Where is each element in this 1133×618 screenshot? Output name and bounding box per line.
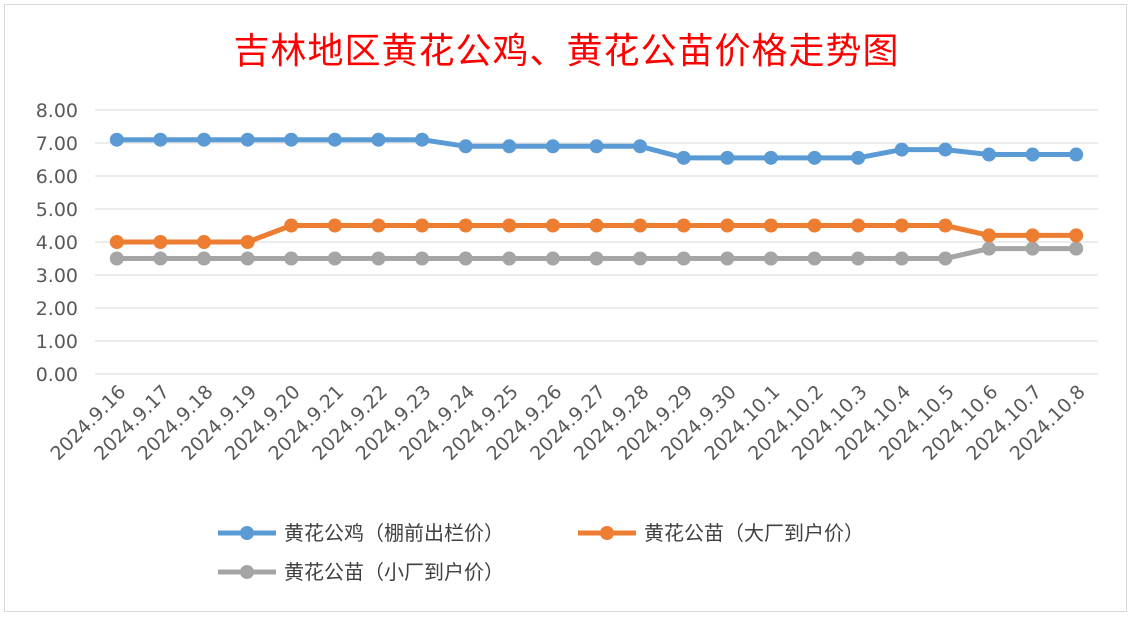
data-point — [153, 235, 168, 249]
data-point — [109, 132, 124, 147]
data-point — [633, 139, 648, 154]
y-tick-label: 1.00 — [36, 331, 78, 353]
legend-label: 黄花公鸡（棚前出栏价） — [284, 521, 504, 545]
data-point — [545, 218, 560, 233]
data-point — [545, 139, 560, 154]
data-point — [1069, 241, 1084, 256]
data-point — [981, 241, 996, 256]
data-point — [1025, 241, 1040, 256]
data-point — [371, 251, 386, 266]
data-point — [633, 251, 648, 266]
series — [109, 241, 1084, 266]
data-point — [415, 251, 430, 266]
data-point — [327, 218, 342, 233]
y-tick-label: 0.00 — [36, 364, 78, 386]
y-tick-label: 3.00 — [36, 265, 78, 287]
data-point — [720, 150, 735, 165]
data-point — [502, 251, 517, 266]
data-point — [589, 218, 604, 233]
x-axis-ticks: 2024.9.162024.9.172024.9.182024.9.192024… — [46, 381, 1089, 465]
data-point — [1069, 228, 1084, 243]
data-point — [676, 150, 691, 165]
data-point — [371, 218, 386, 233]
data-point — [589, 251, 604, 266]
y-tick-label: 7.00 — [36, 133, 78, 155]
data-point — [197, 251, 212, 266]
data-point — [240, 251, 255, 266]
legend-label: 黄花公苗（小厂到户价） — [284, 560, 504, 584]
data-point — [763, 218, 778, 233]
legend-marker — [240, 565, 254, 579]
data-point — [153, 251, 168, 266]
data-point — [1069, 147, 1084, 162]
data-point — [240, 132, 255, 147]
data-point — [894, 142, 909, 157]
data-point — [197, 235, 212, 249]
series-lines — [109, 132, 1084, 266]
data-point — [676, 251, 691, 266]
y-tick-label: 4.00 — [36, 232, 78, 254]
data-point — [327, 132, 342, 147]
data-point — [415, 218, 430, 233]
data-point — [894, 251, 909, 266]
data-point — [851, 251, 866, 266]
data-point — [502, 139, 517, 154]
data-point — [327, 251, 342, 266]
data-point — [458, 139, 473, 154]
data-point — [894, 218, 909, 233]
data-point — [938, 142, 953, 157]
y-tick-label: 8.00 — [36, 100, 78, 122]
data-point — [676, 218, 691, 233]
data-point — [153, 132, 168, 147]
data-point — [371, 132, 386, 147]
data-point — [589, 139, 604, 154]
data-point — [284, 132, 299, 147]
legend: 黄花公鸡（棚前出栏价） 黄花公苗（大厂到户价） 黄花公苗（小厂到户价） — [218, 521, 864, 584]
data-point — [763, 150, 778, 165]
legend-item: 黄花公苗（小厂到户价） — [218, 560, 504, 584]
data-point — [458, 218, 473, 233]
data-point — [458, 251, 473, 266]
data-point — [502, 218, 517, 233]
data-point — [1025, 228, 1040, 243]
data-point — [240, 235, 255, 249]
data-point — [720, 218, 735, 233]
data-point — [284, 251, 299, 266]
data-point — [109, 235, 124, 249]
data-point — [720, 251, 735, 266]
y-tick-label: 5.00 — [36, 199, 78, 221]
data-point — [851, 218, 866, 233]
gridlines — [95, 109, 1098, 375]
data-point — [807, 251, 822, 266]
data-point — [763, 251, 778, 266]
chart-title: 吉林地区黄花公鸡、黄花公苗价格走势图 — [233, 31, 900, 72]
data-point — [807, 218, 822, 233]
y-tick-label: 2.00 — [36, 298, 78, 320]
legend-item: 黄花公鸡（棚前出栏价） — [218, 521, 504, 545]
data-point — [197, 132, 212, 147]
data-point — [981, 147, 996, 162]
y-axis-ticks: 8.00 7.00 6.00 5.00 4.00 3.00 2.00 1.00 0.00 — [36, 100, 78, 386]
legend-label: 黄花公苗（大厂到户价） — [644, 521, 864, 545]
data-point — [109, 251, 124, 266]
data-point — [981, 228, 996, 243]
data-point — [284, 218, 299, 233]
data-point — [545, 251, 560, 266]
legend-marker — [600, 526, 614, 540]
legend-marker — [240, 526, 254, 540]
data-point — [415, 132, 430, 147]
legend-item: 黄花公苗（大厂到户价） — [578, 521, 864, 545]
data-point — [851, 150, 866, 165]
y-tick-label: 6.00 — [36, 166, 78, 188]
data-point — [938, 251, 953, 266]
series — [109, 218, 1084, 249]
data-point — [633, 218, 648, 233]
series — [109, 132, 1084, 165]
data-point — [938, 218, 953, 233]
data-point — [807, 150, 822, 165]
data-point — [1025, 147, 1040, 162]
